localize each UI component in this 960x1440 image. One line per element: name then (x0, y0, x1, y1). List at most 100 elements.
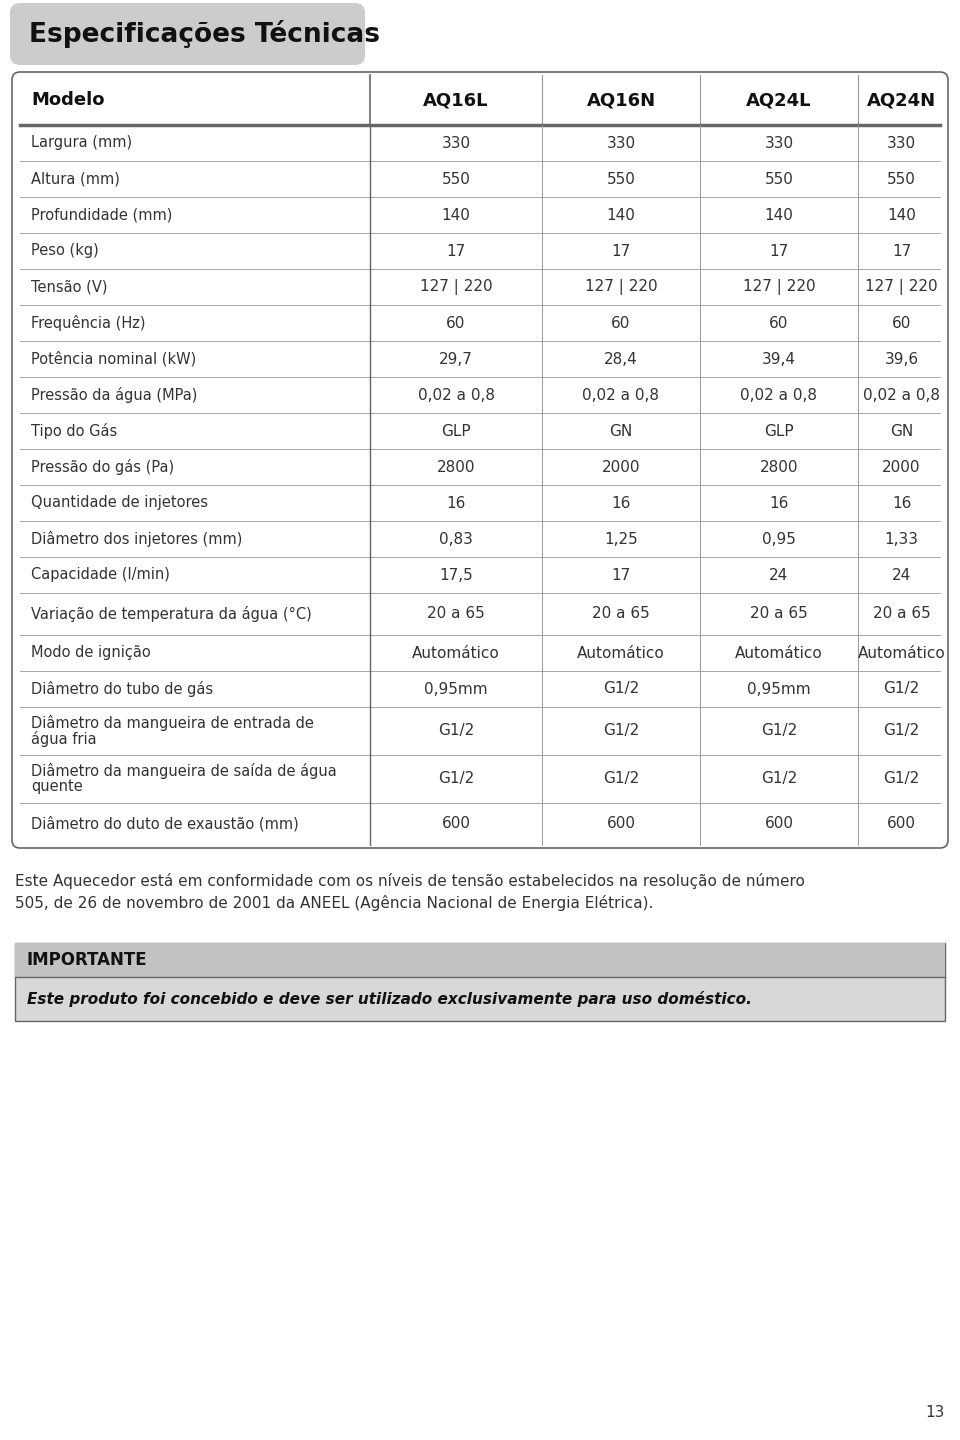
Text: 127 | 220: 127 | 220 (865, 279, 938, 295)
Text: 600: 600 (764, 816, 794, 831)
Text: 28,4: 28,4 (604, 351, 637, 367)
Text: Tensão (V): Tensão (V) (31, 279, 108, 295)
Text: 29,7: 29,7 (439, 351, 473, 367)
Text: Capacidade (l/min): Capacidade (l/min) (31, 567, 170, 583)
Text: Potência nominal (kW): Potência nominal (kW) (31, 351, 196, 367)
Text: 20 a 65: 20 a 65 (592, 606, 650, 622)
Text: 127 | 220: 127 | 220 (743, 279, 815, 295)
Text: 0,02 a 0,8: 0,02 a 0,8 (583, 387, 660, 403)
Text: GN: GN (610, 423, 633, 439)
Text: G1/2: G1/2 (603, 723, 639, 739)
Text: Frequência (Hz): Frequência (Hz) (31, 315, 146, 331)
Text: 140: 140 (442, 207, 470, 223)
Text: G1/2: G1/2 (438, 723, 474, 739)
Text: Este produto foi concebido e deve ser utilizado exclusivamente para uso doméstic: Este produto foi concebido e deve ser ut… (27, 991, 752, 1007)
Text: AQ24L: AQ24L (746, 91, 812, 109)
Text: 17: 17 (612, 243, 631, 259)
Text: 2000: 2000 (602, 459, 640, 475)
Text: Este Aquecedor está em conformidade com os níveis de tensão estabelecidos na res: Este Aquecedor está em conformidade com … (15, 873, 804, 888)
Text: 39,4: 39,4 (762, 351, 796, 367)
Text: 550: 550 (764, 171, 793, 187)
FancyBboxPatch shape (10, 3, 365, 65)
Text: 1,25: 1,25 (604, 531, 637, 547)
Text: Peso (kg): Peso (kg) (31, 243, 99, 259)
Text: 127 | 220: 127 | 220 (585, 279, 658, 295)
Text: 24: 24 (769, 567, 788, 583)
Text: 0,02 a 0,8: 0,02 a 0,8 (863, 387, 940, 403)
Text: 140: 140 (764, 207, 793, 223)
Text: G1/2: G1/2 (761, 772, 797, 786)
Bar (15, 943, 945, 1021)
Text: 16: 16 (612, 495, 631, 511)
Text: Diâmetro dos injetores (mm): Diâmetro dos injetores (mm) (31, 531, 242, 547)
Text: 600: 600 (607, 816, 636, 831)
Text: Automático: Automático (577, 645, 665, 661)
Text: 330: 330 (887, 135, 916, 151)
Text: 2800: 2800 (437, 459, 475, 475)
Text: 16: 16 (892, 495, 911, 511)
Text: 20 a 65: 20 a 65 (750, 606, 808, 622)
Text: 2000: 2000 (882, 459, 921, 475)
Text: Automático: Automático (735, 645, 823, 661)
Text: Modo de ignição: Modo de ignição (31, 645, 151, 661)
Text: G1/2: G1/2 (603, 772, 639, 786)
Text: 330: 330 (442, 135, 470, 151)
Text: G1/2: G1/2 (438, 772, 474, 786)
Text: 140: 140 (887, 207, 916, 223)
Text: Altura (mm): Altura (mm) (31, 171, 120, 187)
Text: G1/2: G1/2 (761, 723, 797, 739)
Text: 17,5: 17,5 (439, 567, 473, 583)
Bar (15, 943, 945, 976)
Text: G1/2: G1/2 (883, 772, 920, 786)
Text: Pressão do gás (Pa): Pressão do gás (Pa) (31, 459, 174, 475)
Text: AQ16L: AQ16L (423, 91, 489, 109)
Text: 17: 17 (892, 243, 911, 259)
Text: 330: 330 (607, 135, 636, 151)
Text: 60: 60 (769, 315, 789, 331)
Text: 13: 13 (925, 1405, 945, 1420)
Text: Pressão da água (MPa): Pressão da água (MPa) (31, 387, 198, 403)
Text: AQ16N: AQ16N (587, 91, 656, 109)
Text: 330: 330 (764, 135, 794, 151)
Text: 0,02 a 0,8: 0,02 a 0,8 (418, 387, 494, 403)
Text: 60: 60 (892, 315, 911, 331)
Text: Variação de temperatura da água (°C): Variação de temperatura da água (°C) (31, 606, 312, 622)
Text: 600: 600 (442, 816, 470, 831)
Text: Modelo: Modelo (31, 91, 105, 109)
Text: Largura (mm): Largura (mm) (31, 135, 132, 151)
Text: G1/2: G1/2 (603, 681, 639, 697)
Text: 0,95mm: 0,95mm (424, 681, 488, 697)
Text: 20 a 65: 20 a 65 (427, 606, 485, 622)
Text: GLP: GLP (442, 423, 470, 439)
Text: Quantidade de injetores: Quantidade de injetores (31, 495, 208, 511)
Text: 0,95: 0,95 (762, 531, 796, 547)
Text: 0,83: 0,83 (439, 531, 473, 547)
Text: Tipo do Gás: Tipo do Gás (31, 423, 117, 439)
Text: 24: 24 (892, 567, 911, 583)
Text: IMPORTANTE: IMPORTANTE (27, 950, 148, 969)
Text: 2800: 2800 (759, 459, 799, 475)
Text: quente: quente (31, 779, 83, 795)
Text: 0,95mm: 0,95mm (747, 681, 811, 697)
Text: 550: 550 (442, 171, 470, 187)
FancyBboxPatch shape (12, 72, 948, 848)
Text: G1/2: G1/2 (883, 681, 920, 697)
Text: Diâmetro do duto de exaustão (mm): Diâmetro do duto de exaustão (mm) (31, 816, 299, 832)
Text: GN: GN (890, 423, 913, 439)
Text: 550: 550 (887, 171, 916, 187)
Text: 17: 17 (446, 243, 466, 259)
Text: Profundidade (mm): Profundidade (mm) (31, 207, 173, 223)
Text: Automático: Automático (857, 645, 946, 661)
Text: Diâmetro da mangueira de saída de água: Diâmetro da mangueira de saída de água (31, 763, 337, 779)
Text: G1/2: G1/2 (883, 723, 920, 739)
Text: Diâmetro da mangueira de entrada de: Diâmetro da mangueira de entrada de (31, 716, 314, 732)
Text: 1,33: 1,33 (884, 531, 919, 547)
Text: 600: 600 (887, 816, 916, 831)
Text: 140: 140 (607, 207, 636, 223)
Text: Especificações Técnicas: Especificações Técnicas (29, 20, 380, 48)
Text: 17: 17 (769, 243, 788, 259)
Text: 60: 60 (446, 315, 466, 331)
Text: 39,6: 39,6 (884, 351, 919, 367)
Text: 127 | 220: 127 | 220 (420, 279, 492, 295)
Text: 20 a 65: 20 a 65 (873, 606, 930, 622)
